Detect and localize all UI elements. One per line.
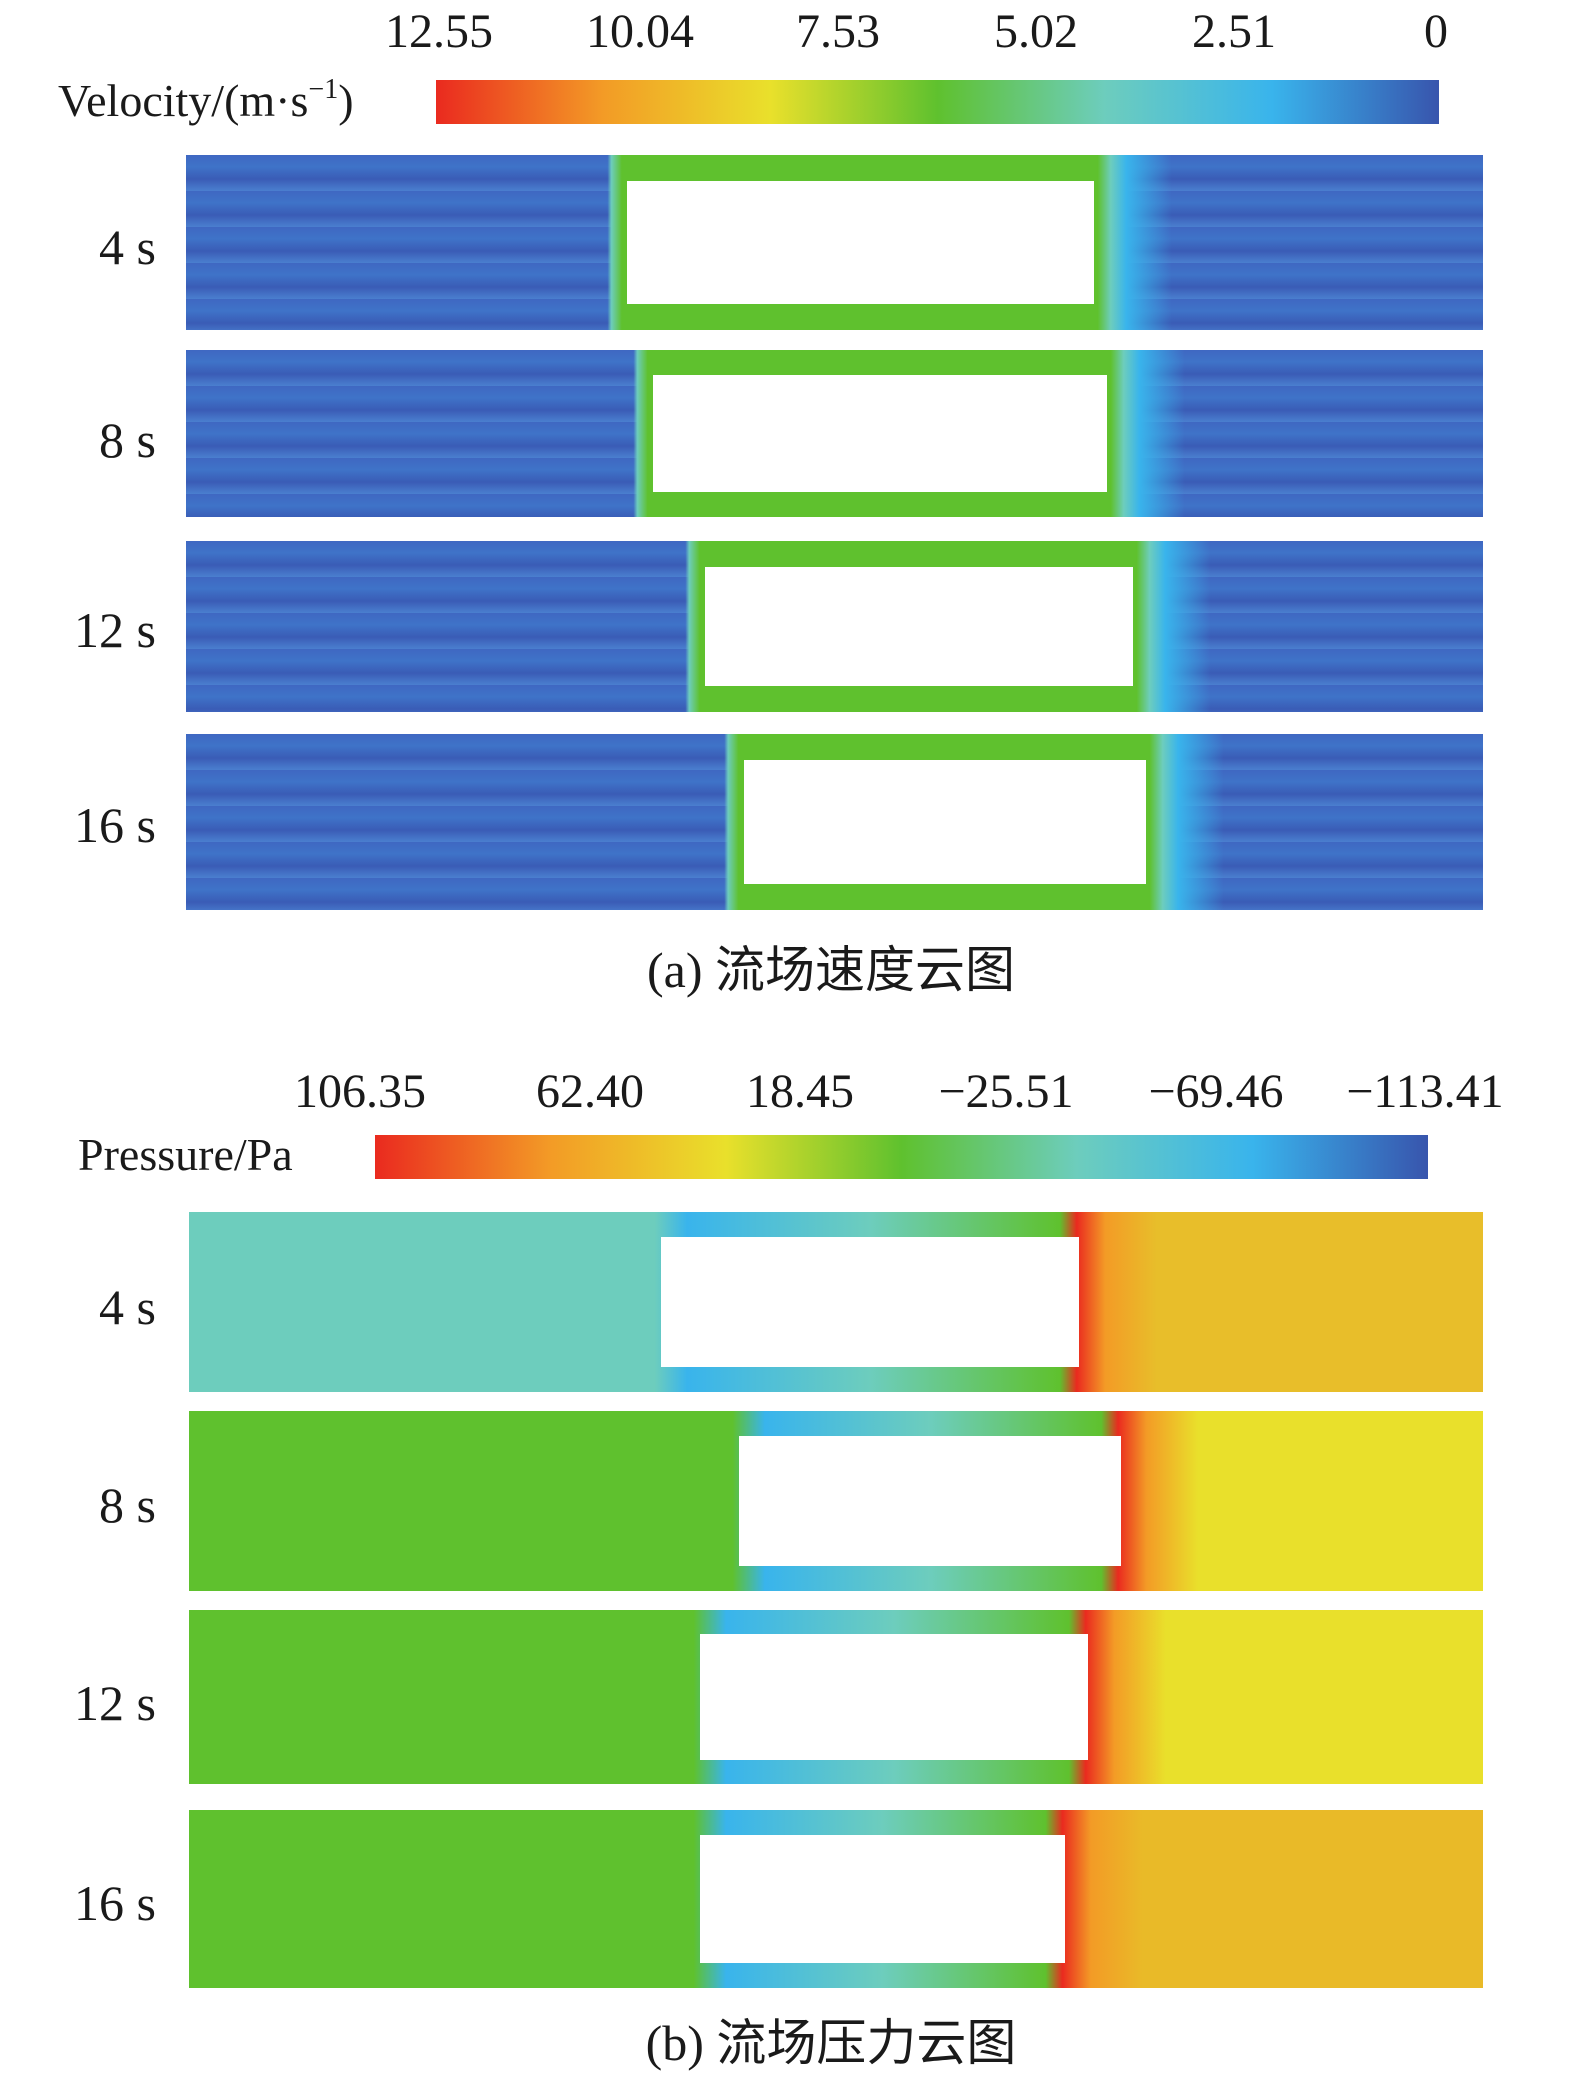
pressure-tick: 18.45 (746, 1065, 854, 1118)
velocity-quantity-close: ) (338, 75, 354, 126)
pressure-time-label: 4 s (99, 1279, 156, 1335)
obstacle-block (700, 1834, 1066, 1964)
obstacle-block (652, 375, 1107, 492)
velocity-time-label: 8 s (99, 412, 156, 468)
velocity-tick: 7.53 (796, 5, 880, 58)
velocity-quantity-exponent: −1 (308, 74, 339, 105)
obstacle-block (704, 566, 1133, 687)
pressure-caption: (b) 流场压力云图 (645, 2015, 1017, 2071)
pressure-time-label: 8 s (99, 1477, 156, 1533)
obstacle-block (700, 1634, 1089, 1760)
pressure-tick: −25.51 (938, 1065, 1074, 1118)
velocity-tick: 5.02 (994, 5, 1078, 58)
velocity-time-label: 12 s (74, 602, 156, 658)
obstacle-block (661, 1237, 1080, 1367)
pressure-colorbar (375, 1135, 1428, 1179)
velocity-tick: 10.04 (586, 5, 694, 58)
pressure-quantity-label: Pressure/Pa (78, 1129, 293, 1180)
velocity-caption: (a) 流场速度云图 (647, 942, 1015, 998)
velocity-panel (186, 734, 1483, 910)
velocity-quantity-label: Velocity/(m·s−1) (58, 76, 354, 124)
pressure-panel (189, 1411, 1483, 1591)
pressure-tick: 62.40 (536, 1065, 644, 1118)
velocity-tick: 2.51 (1192, 5, 1276, 58)
pressure-tick: −113.41 (1346, 1065, 1504, 1118)
obstacle-block (626, 181, 1094, 304)
pressure-panel (189, 1212, 1483, 1392)
velocity-tick: 0 (1424, 5, 1448, 58)
pressure-tick: 106.35 (294, 1065, 426, 1118)
pressure-time-label: 16 s (74, 1875, 156, 1931)
velocity-tick: 12.55 (385, 5, 493, 58)
pressure-panel (189, 1610, 1483, 1784)
pressure-panel (189, 1810, 1483, 1988)
velocity-time-label: 4 s (99, 219, 156, 275)
velocity-colorbar (436, 80, 1439, 124)
velocity-panel (186, 350, 1483, 517)
velocity-time-label: 16 s (74, 797, 156, 853)
pressure-tick: −69.46 (1148, 1065, 1284, 1118)
velocity-panel (186, 541, 1483, 712)
velocity-quantity-text: Velocity/(m·s (58, 75, 309, 126)
velocity-panel (186, 155, 1483, 330)
obstacle-block (743, 760, 1146, 884)
obstacle-block (738, 1436, 1121, 1566)
pressure-time-label: 12 s (74, 1675, 156, 1731)
